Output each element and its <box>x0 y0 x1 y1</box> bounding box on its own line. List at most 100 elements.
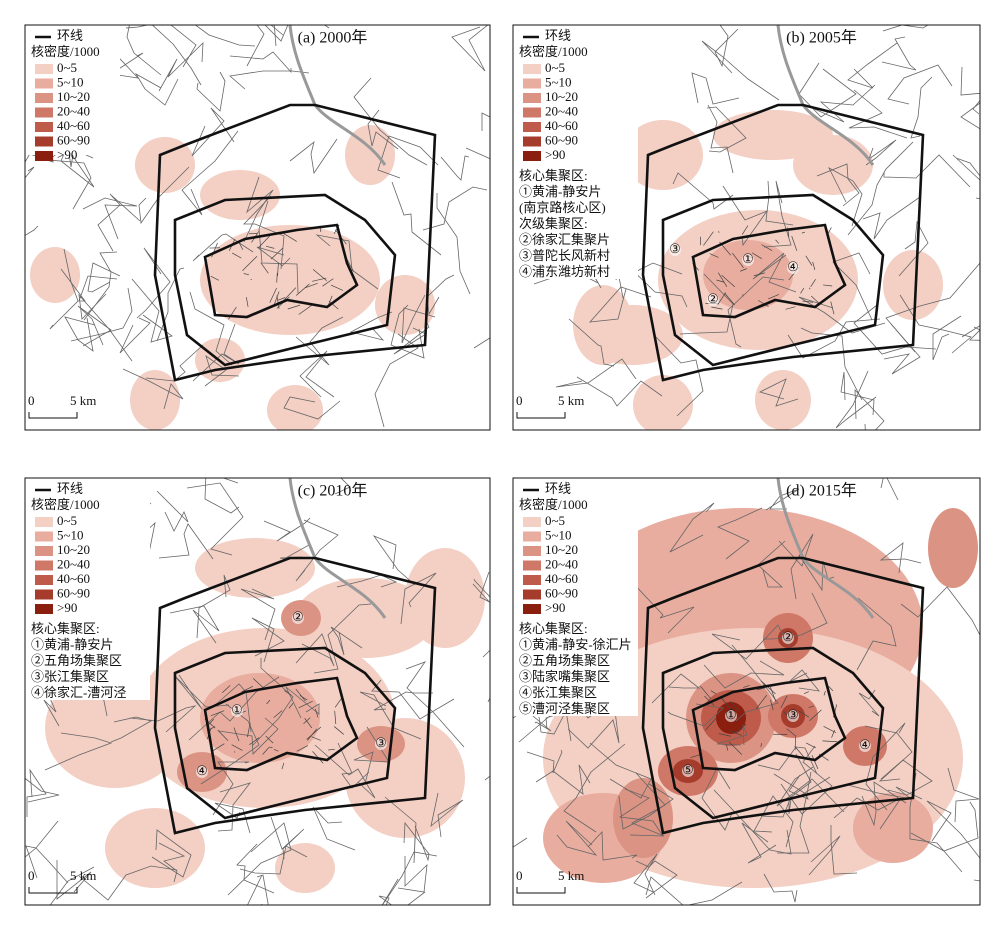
legend-class-label: >90 <box>545 147 565 162</box>
legend-class-label: >90 <box>57 600 77 615</box>
legend-swatch <box>523 590 541 600</box>
cluster-note: ②徐家汇集聚片 <box>519 232 610 247</box>
legend-swatch <box>523 151 541 161</box>
legend-class-label: 0~5 <box>57 60 77 75</box>
legend-swatch <box>523 79 541 89</box>
legend-class-label: 0~5 <box>545 60 565 75</box>
cluster-note: ④徐家汇-漕河泾 <box>31 685 126 700</box>
legend-swatch <box>523 517 541 527</box>
cluster-note: ⑤漕河泾集聚区 <box>519 701 610 716</box>
cluster-note: ①黄浦-静安-徐汇片 <box>519 637 632 652</box>
scale-length: 5 km <box>558 868 584 883</box>
panel-title: (b) 2005年 <box>786 29 857 47</box>
cluster-note: 次级集聚区: <box>519 216 588 231</box>
cluster-note: ②五角场集聚区 <box>31 653 122 668</box>
legend-class-label: 20~40 <box>57 103 90 118</box>
density-area <box>755 370 811 430</box>
legend-class-label: 60~90 <box>57 585 90 600</box>
cluster-note: ③张江集聚区 <box>31 669 109 684</box>
cluster-marker-label: ② <box>292 609 304 624</box>
cluster-note: ③普陀长风新村 <box>519 248 610 263</box>
panel-title: (a) 2000年 <box>298 29 368 47</box>
legend-class-label: 5~10 <box>545 74 572 89</box>
legend-swatch <box>35 122 53 132</box>
legend-class-label: >90 <box>545 600 565 615</box>
legend-swatch <box>35 64 53 74</box>
scale-length: 5 km <box>70 868 96 883</box>
legend-class-label: 40~60 <box>545 571 578 586</box>
legend-title: 核密度/1000 <box>519 497 588 512</box>
legend-class-label: 20~40 <box>57 556 90 571</box>
scale-length: 5 km <box>558 393 584 408</box>
legend-class-label: 40~60 <box>57 571 90 586</box>
legend-ring-label: 环线 <box>545 28 571 43</box>
legend-class-label: 60~90 <box>57 132 90 147</box>
cluster-note: (南京路核心区) <box>519 200 606 215</box>
density-area <box>275 843 335 893</box>
legend-swatch <box>35 590 53 600</box>
legend-swatch <box>523 137 541 147</box>
legend-swatch <box>35 93 53 103</box>
legend-class-label: 60~90 <box>545 132 578 147</box>
legend-ring-label: 环线 <box>545 481 571 496</box>
legend-class-label: 0~5 <box>57 513 77 528</box>
cluster-note: 核心集聚区: <box>519 168 588 183</box>
legend-class-label: >90 <box>57 147 77 162</box>
legend-swatch <box>523 532 541 542</box>
cluster-note: ①黄浦-静安片 <box>31 637 113 652</box>
cluster-marker-label: ④ <box>196 763 208 778</box>
legend-title: 核密度/1000 <box>519 44 588 59</box>
density-area <box>267 385 323 435</box>
legend-class-label: 10~20 <box>545 89 578 104</box>
cluster-note: 核心集聚区: <box>31 621 100 636</box>
cluster-note: 核心集聚区: <box>519 621 588 636</box>
district-boundary <box>68 0 110 25</box>
scale-length: 5 km <box>70 393 96 408</box>
legend-swatch <box>35 108 53 118</box>
cluster-marker-label: ② <box>707 291 719 306</box>
legend-class-label: 5~10 <box>57 74 84 89</box>
legend-class-label: 20~40 <box>545 103 578 118</box>
legend-swatch <box>523 108 541 118</box>
map-panel: ①②③④⑤环线核密度/10000~55~1010~2020~4040~6060~… <box>455 444 1000 910</box>
legend-swatch <box>35 561 53 571</box>
legend-swatch <box>35 517 53 527</box>
legend-swatch <box>523 93 541 103</box>
scale-zero: 0 <box>516 393 523 408</box>
legend-swatch <box>35 575 53 585</box>
legend-swatch <box>35 79 53 89</box>
cluster-marker-label: ③ <box>669 241 681 256</box>
legend-class-label: 40~60 <box>545 118 578 133</box>
legend-swatch <box>35 151 53 161</box>
legend-swatch <box>35 137 53 147</box>
cluster-marker-label: ④ <box>859 737 871 752</box>
cluster-note: ③陆家嘴集聚区 <box>519 669 610 684</box>
density-area <box>105 808 205 888</box>
legend-class-label: 10~20 <box>57 89 90 104</box>
legend-class-label: 60~90 <box>545 585 578 600</box>
cluster-marker-label: ① <box>231 702 243 717</box>
cluster-marker-label: ③ <box>787 707 799 722</box>
legend-class-label: 20~40 <box>545 556 578 571</box>
cluster-marker-label: ③ <box>375 735 387 750</box>
district-boundary <box>621 0 680 28</box>
density-area <box>633 375 693 435</box>
map-panel: ①②③④环线核密度/10000~55~1010~2020~4040~6060~9… <box>0 439 537 927</box>
cluster-note: ④浦东潍坊新村 <box>519 264 610 279</box>
legend-class-label: 10~20 <box>57 542 90 557</box>
density-area <box>793 135 873 195</box>
density-area <box>928 508 978 588</box>
legend-class-label: 5~10 <box>545 527 572 542</box>
legend-swatch <box>523 575 541 585</box>
legend-class-label: 5~10 <box>57 527 84 542</box>
panel-title: (c) 2010年 <box>298 482 368 500</box>
legend-swatch <box>35 532 53 542</box>
legend-swatch <box>523 604 541 614</box>
scale-zero: 0 <box>28 393 35 408</box>
legend-swatch <box>523 561 541 571</box>
density-area <box>30 247 80 303</box>
legend-swatch <box>35 604 53 614</box>
cluster-marker-label: ① <box>742 251 754 266</box>
district-boundary <box>249 904 288 927</box>
